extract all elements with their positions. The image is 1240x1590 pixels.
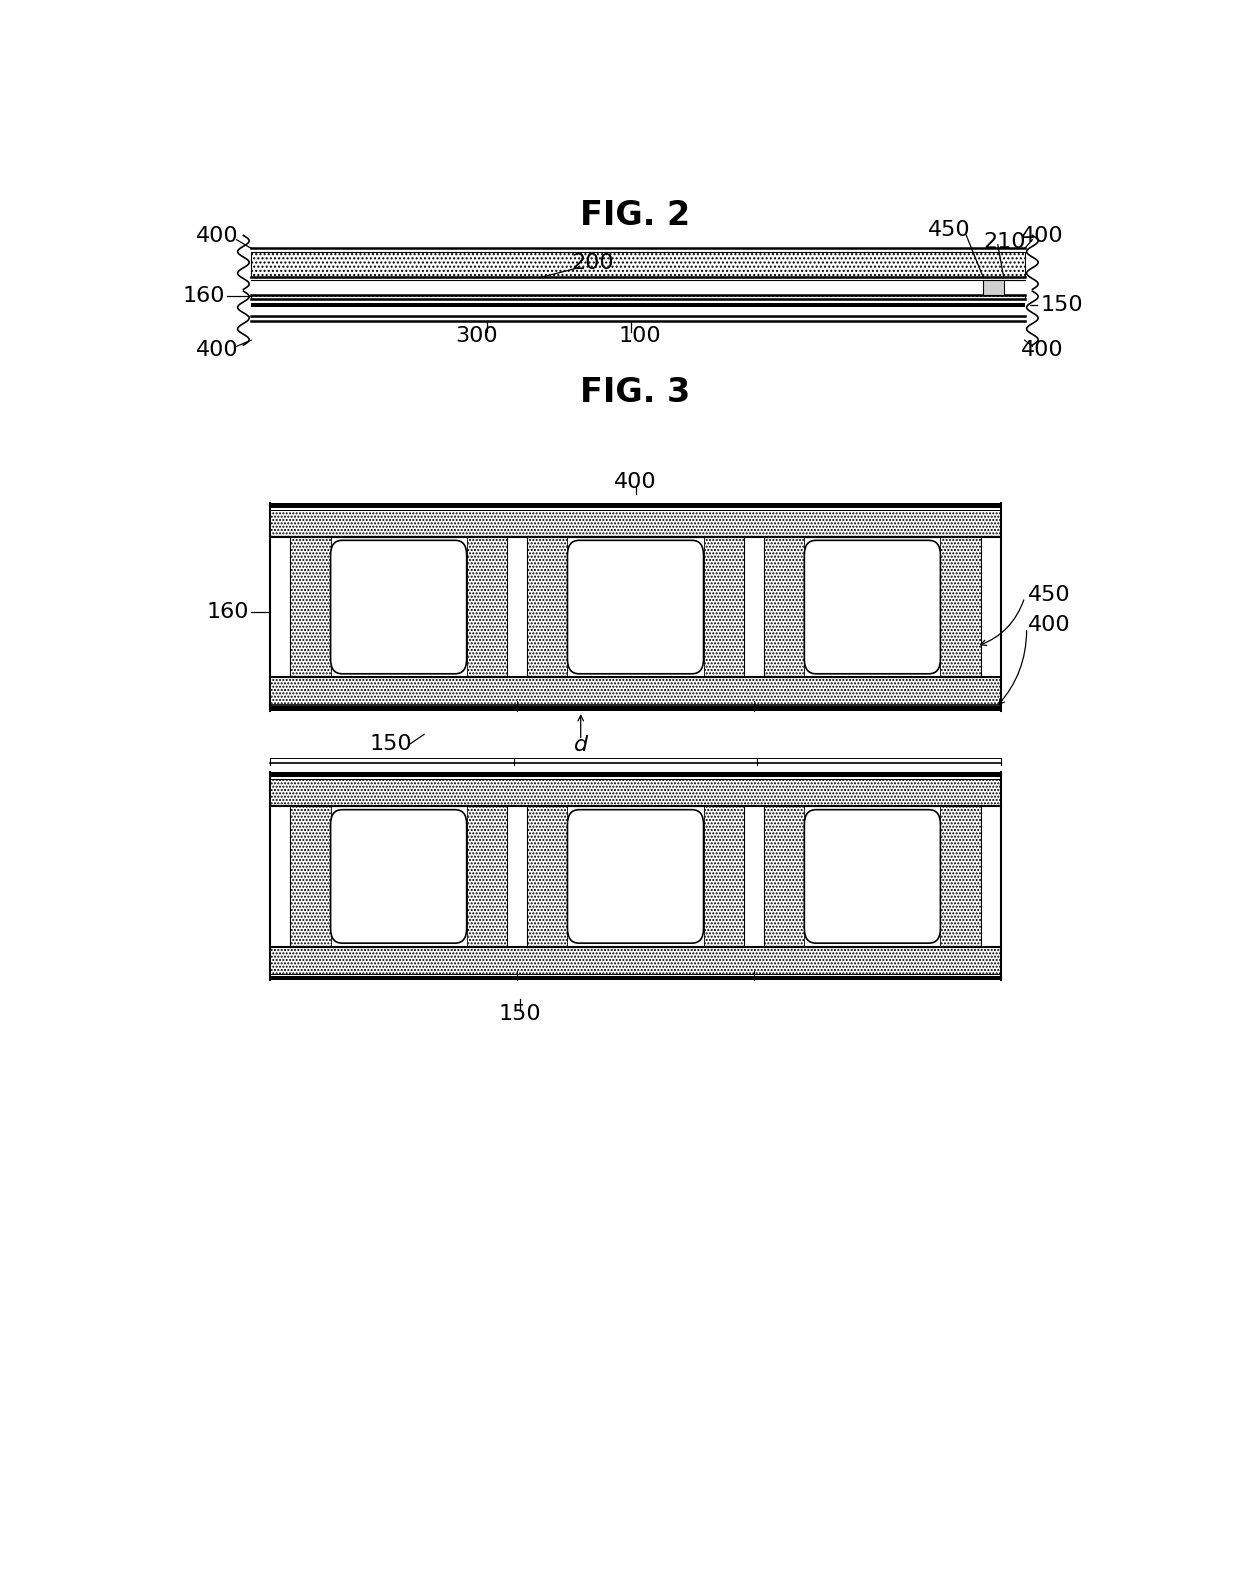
Text: 150: 150: [1040, 294, 1083, 315]
Text: FIG. 3: FIG. 3: [580, 377, 691, 409]
Text: 150: 150: [498, 1003, 542, 1024]
Bar: [764, 806, 805, 946]
Text: 450: 450: [1028, 585, 1070, 604]
Text: 300: 300: [455, 326, 498, 347]
Bar: [527, 537, 568, 677]
Bar: [270, 510, 1001, 537]
Text: 400: 400: [1028, 615, 1070, 636]
Bar: [250, 294, 1024, 299]
FancyBboxPatch shape: [331, 541, 466, 674]
Bar: [940, 806, 981, 946]
Bar: [290, 537, 331, 677]
Bar: [270, 502, 1001, 711]
FancyBboxPatch shape: [805, 541, 940, 674]
Text: 400: 400: [614, 472, 657, 493]
Text: 400: 400: [1021, 340, 1064, 359]
Text: 400: 400: [196, 226, 239, 246]
Bar: [270, 706, 1001, 711]
Bar: [983, 280, 1003, 294]
Bar: [703, 806, 744, 946]
Bar: [270, 976, 1001, 981]
Bar: [466, 806, 507, 946]
Bar: [250, 251, 1024, 277]
FancyBboxPatch shape: [805, 809, 940, 943]
Text: 160: 160: [182, 286, 226, 307]
Bar: [270, 779, 1001, 806]
Text: 160: 160: [207, 603, 249, 622]
Text: 150: 150: [370, 735, 412, 754]
Bar: [290, 806, 331, 946]
Bar: [466, 537, 507, 677]
Text: 200: 200: [570, 253, 614, 273]
Bar: [270, 502, 1001, 507]
Text: 400: 400: [1021, 226, 1064, 246]
Bar: [250, 304, 1024, 307]
FancyBboxPatch shape: [568, 541, 703, 674]
Bar: [270, 773, 1001, 981]
Bar: [527, 806, 568, 946]
Text: 210: 210: [983, 232, 1025, 253]
Text: FIG. 2: FIG. 2: [580, 199, 691, 232]
Text: 450: 450: [928, 219, 970, 240]
Text: 400: 400: [196, 340, 239, 359]
Bar: [270, 946, 1001, 973]
FancyBboxPatch shape: [568, 809, 703, 943]
Bar: [764, 537, 805, 677]
FancyBboxPatch shape: [331, 809, 466, 943]
Bar: [940, 537, 981, 677]
Bar: [270, 677, 1001, 704]
Text: d: d: [574, 736, 588, 755]
Text: 100: 100: [619, 326, 662, 347]
Bar: [270, 773, 1001, 778]
Bar: [703, 537, 744, 677]
